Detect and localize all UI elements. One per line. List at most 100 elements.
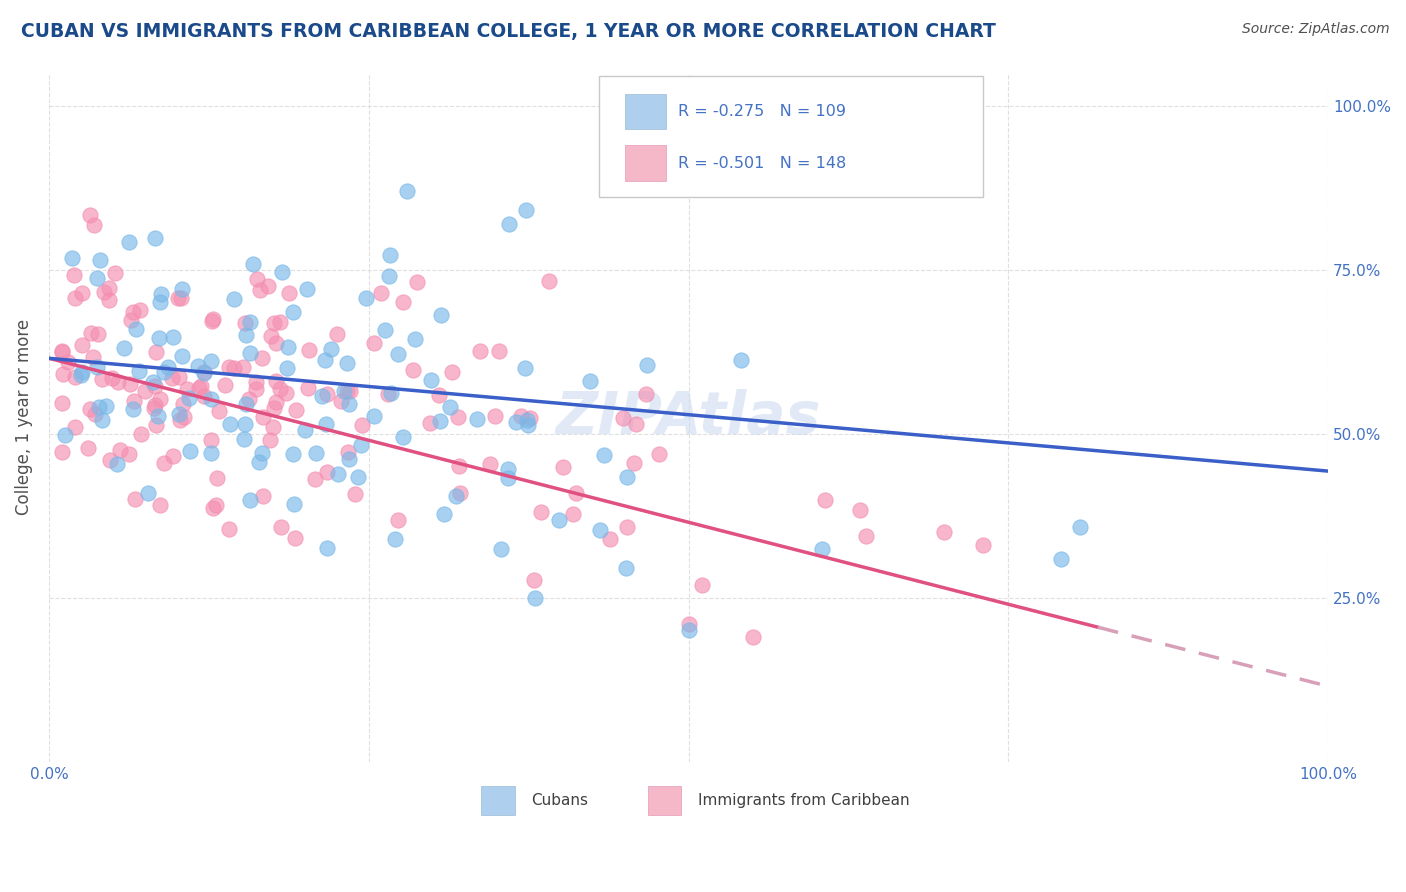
FancyBboxPatch shape [624, 145, 665, 181]
Point [405, 276, 427, 290]
Point [510, 409, 533, 423]
Point [589, 523, 612, 537]
Point [169, 407, 191, 421]
Point [51, 343, 73, 358]
Point [616, 469, 638, 483]
Point [91, 413, 114, 427]
Point [122, 305, 145, 319]
Point [249, 284, 271, 298]
Point [678, 624, 700, 638]
Y-axis label: College, 1 year or more: College, 1 year or more [15, 319, 32, 516]
Point [160, 371, 183, 385]
Point [363, 336, 385, 351]
Point [250, 351, 273, 366]
Point [270, 265, 292, 279]
Point [427, 388, 450, 402]
Point [326, 327, 349, 342]
Point [1069, 520, 1091, 534]
Point [128, 364, 150, 378]
Point [269, 314, 291, 328]
Point [145, 344, 167, 359]
Point [120, 313, 142, 327]
Point [233, 417, 256, 431]
Point [741, 630, 763, 644]
Point [121, 401, 143, 416]
Point [120, 376, 142, 391]
Point [354, 291, 377, 305]
Point [373, 323, 395, 337]
Point [56, 355, 79, 369]
Point [190, 378, 212, 392]
Point [447, 410, 470, 425]
Point [207, 404, 229, 418]
Point [634, 386, 657, 401]
Point [108, 442, 131, 457]
Point [270, 519, 292, 533]
Point [284, 402, 307, 417]
Point [523, 574, 546, 588]
Point [150, 287, 173, 301]
Point [224, 292, 246, 306]
Point [134, 384, 156, 399]
Point [304, 473, 326, 487]
Point [330, 394, 353, 409]
Point [200, 354, 222, 368]
Point [298, 343, 321, 357]
Point [429, 414, 451, 428]
Point [101, 371, 124, 385]
Point [337, 452, 360, 467]
Point [93, 285, 115, 299]
Point [239, 346, 262, 360]
Point [72, 338, 94, 352]
Point [498, 217, 520, 231]
Point [565, 486, 588, 500]
Point [468, 344, 491, 359]
Point [94, 399, 117, 413]
Point [276, 385, 298, 400]
Point [62, 268, 84, 282]
Point [283, 497, 305, 511]
Point [238, 392, 260, 406]
Point [187, 359, 209, 374]
Point [439, 400, 461, 414]
Point [449, 486, 471, 500]
Point [162, 449, 184, 463]
Point [380, 386, 402, 401]
Point [315, 541, 337, 555]
Point [678, 616, 700, 631]
FancyBboxPatch shape [624, 94, 665, 129]
Point [263, 401, 285, 415]
Point [647, 447, 669, 461]
Point [319, 342, 342, 356]
Point [77, 441, 100, 455]
Point [380, 248, 402, 262]
Point [52, 368, 75, 382]
Point [578, 374, 600, 388]
Point [396, 184, 419, 198]
Point [465, 411, 488, 425]
Point [124, 492, 146, 507]
Point [593, 448, 616, 462]
Point [262, 419, 284, 434]
Point [51, 396, 73, 410]
Point [849, 503, 872, 517]
Point [201, 311, 224, 326]
Point [136, 485, 159, 500]
Point [281, 447, 304, 461]
Point [201, 501, 224, 516]
Point [339, 384, 361, 398]
Point [1050, 552, 1073, 566]
Point [122, 394, 145, 409]
Point [86, 360, 108, 375]
Point [250, 446, 273, 460]
FancyBboxPatch shape [481, 786, 515, 814]
Point [297, 381, 319, 395]
Point [263, 316, 285, 330]
Point [233, 316, 256, 330]
Point [167, 291, 190, 305]
Point [505, 415, 527, 429]
Point [561, 507, 583, 521]
Point [489, 541, 512, 556]
Point [478, 458, 501, 472]
Point [449, 458, 471, 473]
